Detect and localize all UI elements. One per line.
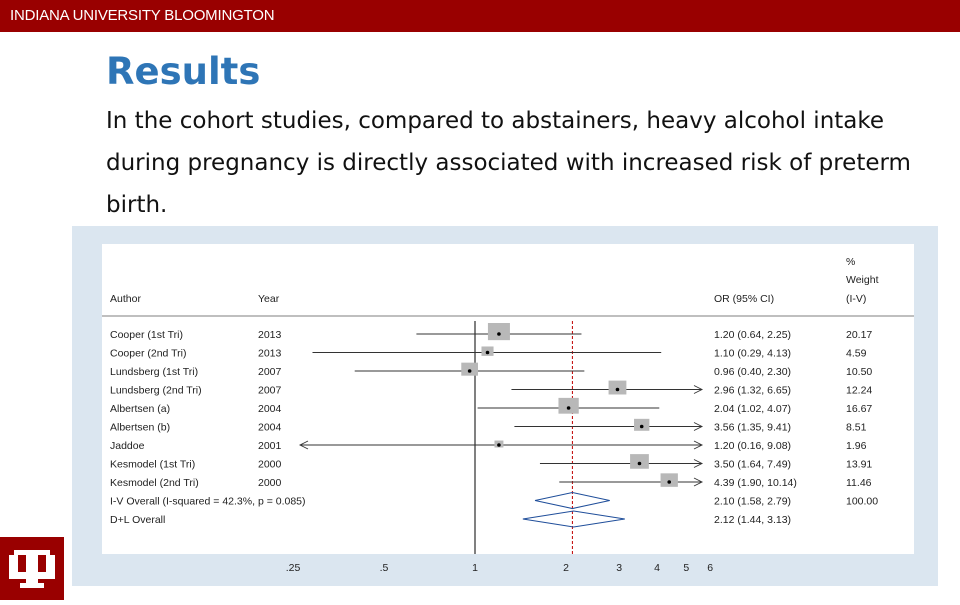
study-author: Cooper (1st Tri) — [110, 329, 183, 341]
study-point — [637, 461, 642, 466]
header-or: OR (95% CI) — [714, 293, 774, 305]
study-author: Lundsberg (2nd Tri) — [110, 385, 202, 397]
study-ci-arrow-right — [693, 440, 704, 450]
x-tick-label: 6 — [707, 562, 713, 574]
study-weight-box — [660, 473, 678, 487]
study-or-ci: 3.50 (1.64, 7.49) — [714, 459, 791, 471]
plot-panel — [102, 244, 914, 554]
overall-or-ci: 2.12 (1.44, 3.13) — [714, 514, 791, 526]
study-weight: 16.67 — [846, 403, 872, 415]
study-weight: 20.17 — [846, 329, 872, 341]
x-tick-label: 4 — [654, 562, 660, 574]
study-point — [639, 424, 644, 429]
study-weight: 8.51 — [846, 422, 867, 434]
x-tick-label: .25 — [286, 562, 301, 574]
study-ci-arrow-left — [298, 440, 309, 450]
study-weight-box — [461, 362, 478, 376]
study-author: Cooper (2nd Tri) — [110, 348, 186, 360]
study-point — [497, 443, 501, 447]
x-tick-label: 5 — [683, 562, 689, 574]
slide-body-text: In the cohort studies, compared to absta… — [106, 108, 911, 218]
study-or-ci: 4.39 (1.90, 10.14) — [714, 477, 797, 489]
overall-diamond — [522, 510, 625, 528]
study-author: Jaddoe — [110, 440, 145, 452]
header-author: Author — [110, 293, 141, 305]
forest-plot: Author Year OR (95% CI)% Weight (I-V) Cooper … — [102, 244, 914, 574]
study-weight-box — [608, 380, 627, 395]
study-or-ci: 1.20 (0.64, 2.25) — [714, 329, 791, 341]
study-year: 2000 — [258, 477, 282, 489]
iu-trident-logo — [0, 537, 64, 600]
study-or-ci: 2.96 (1.32, 6.65) — [714, 385, 791, 397]
overall-diamond — [534, 491, 610, 510]
study-year: 2004 — [258, 422, 282, 434]
study-author: Kesmodel (2nd Tri) — [110, 477, 199, 489]
study-weight: 10.50 — [846, 366, 872, 378]
study-ci-arrow-right — [693, 385, 704, 394]
study-or-ci: 1.20 (0.16, 9.08) — [714, 440, 791, 452]
study-weight: 12.24 — [846, 385, 872, 397]
study-or-ci: 3.56 (1.35, 9.41) — [714, 422, 791, 434]
study-weight-box — [487, 323, 510, 341]
study-ci-arrow-right — [693, 477, 704, 487]
study-year: 2004 — [258, 403, 282, 415]
study-point — [467, 369, 472, 373]
study-or-ci: 2.04 (1.02, 4.07) — [714, 403, 791, 415]
study-weight: 4.59 — [846, 348, 867, 360]
study-weight-box — [630, 454, 649, 469]
study-year: 2007 — [258, 385, 282, 397]
top-banner: INDIANA UNIVERSITY BLOOMINGTON — [0, 0, 960, 32]
study-year: 2000 — [258, 459, 282, 471]
x-tick-label: 1 — [472, 562, 478, 574]
study-or-ci: 1.10 (0.29, 4.13) — [714, 348, 791, 360]
study-author: Lundsberg (1st Tri) — [110, 366, 198, 378]
study-year: 2007 — [258, 366, 282, 378]
study-point — [485, 350, 490, 355]
study-author: Albertsen (a) — [110, 403, 170, 415]
study-ci-arrow-right — [693, 422, 704, 431]
overall-weight: 100.00 — [846, 496, 878, 508]
study-weight: 11.46 — [846, 477, 872, 489]
header-weight-line1: % — [846, 256, 855, 268]
header-weight-line3: (I-V) — [846, 293, 866, 305]
overall-label: I-V Overall (I-squared = 42.3%, p = 0.08… — [110, 496, 306, 508]
x-tick-label: .5 — [380, 562, 389, 574]
study-point — [566, 406, 571, 410]
x-tick-label: 2 — [563, 562, 569, 574]
x-tick-label: 3 — [616, 562, 622, 574]
overall-label: D+L Overall — [110, 514, 165, 526]
study-point — [615, 387, 620, 392]
study-or-ci: 0.96 (0.40, 2.30) — [714, 366, 791, 378]
study-weight: 1.96 — [846, 440, 867, 452]
study-ci-arrow-right — [693, 459, 704, 468]
study-year: 2013 — [258, 348, 282, 360]
study-author: Kesmodel (1st Tri) — [110, 459, 195, 471]
slide-title: Results — [106, 50, 261, 93]
study-year: 2001 — [258, 440, 282, 452]
header-year: Year — [258, 293, 280, 305]
study-weight: 13.91 — [846, 459, 872, 471]
study-point — [497, 332, 501, 336]
study-point — [667, 480, 672, 484]
study-author: Albertsen (b) — [110, 422, 170, 434]
overall-or-ci: 2.10 (1.58, 2.79) — [714, 496, 791, 508]
study-weight-box — [558, 397, 579, 414]
study-year: 2013 — [258, 329, 282, 341]
institution-name: INDIANA UNIVERSITY BLOOMINGTON — [10, 7, 275, 24]
header-weight-line2: Weight — [846, 274, 879, 286]
